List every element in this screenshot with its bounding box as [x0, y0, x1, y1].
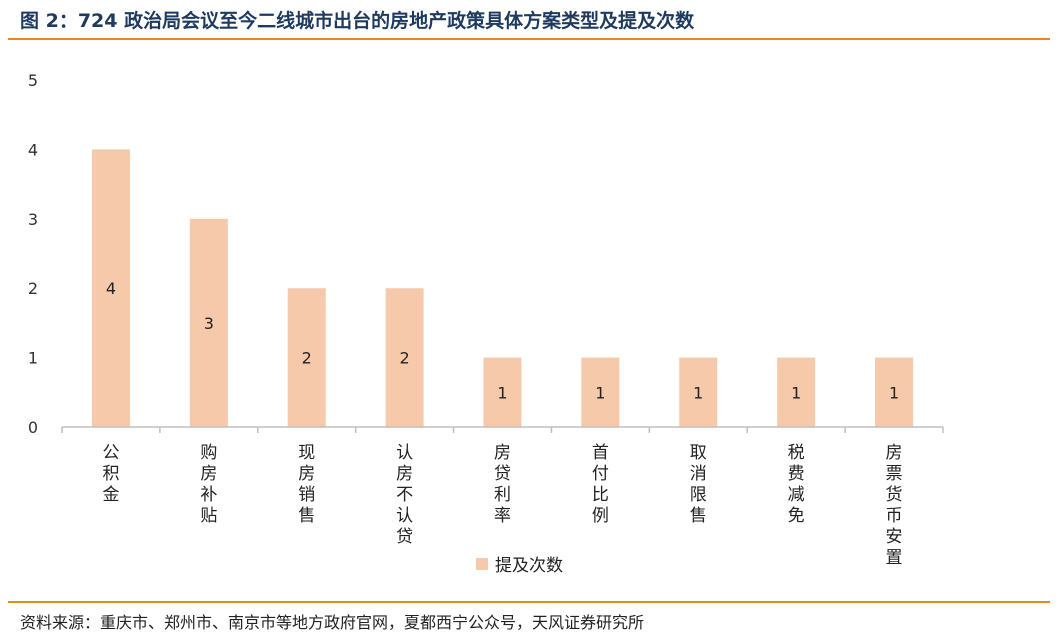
bar-data-label: 1: [595, 383, 605, 402]
bar-data-label: 2: [400, 349, 410, 368]
x-axis-category-labels: 公积金 购房补贴 现房销售 认房不认贷 房贷利率 首付比例 取消限售 税费减免 房票货币安置: [102, 443, 902, 568]
y-tick-label: 5: [28, 71, 38, 90]
bar: [581, 357, 620, 427]
bar: [777, 357, 816, 427]
x-category-label: 取消限售: [690, 443, 707, 526]
bars: [91, 149, 914, 427]
x-category-label: 公积金: [102, 443, 119, 505]
bar-data-label: 1: [497, 383, 507, 402]
y-tick-label: 4: [28, 140, 38, 159]
bottom-divider: [8, 601, 1050, 603]
bar: [287, 288, 326, 427]
y-tick-label: 2: [28, 279, 38, 298]
legend-label: 提及次数: [495, 556, 563, 576]
x-category-label: 首付比例: [592, 443, 609, 526]
bar-data-label: 1: [889, 383, 899, 402]
x-category-label: 购房补贴: [200, 443, 217, 526]
x-category-label: 房贷利率: [494, 443, 511, 526]
y-axis-ticks: 0 1 2 3 4 5: [28, 71, 38, 437]
chart-title: 图 2：724 政治局会议至今二线城市出台的房地产政策具体方案类型及提及次数: [20, 10, 695, 32]
y-tick-label: 3: [28, 210, 38, 229]
bar: [875, 357, 914, 427]
legend: 提及次数: [476, 556, 563, 576]
top-divider: [8, 38, 1050, 40]
bar: [189, 218, 228, 427]
bar-data-label: 3: [204, 314, 214, 333]
bar: [483, 357, 522, 427]
bar-data-label: 1: [693, 383, 703, 402]
x-category-label: 房票货币安置: [886, 443, 903, 568]
x-axis-tick-marks: [61, 427, 944, 433]
bar-data-label: 4: [106, 279, 116, 298]
x-category-label: 现房销售: [298, 443, 315, 526]
legend-swatch: [476, 558, 488, 570]
y-tick-label: 0: [28, 418, 38, 437]
bar: [91, 149, 130, 427]
bar: [679, 357, 718, 427]
bar: [385, 288, 424, 427]
y-tick-label: 1: [28, 349, 38, 368]
x-category-label: 认房不认贷: [396, 443, 413, 547]
x-category-label: 税费减免: [788, 443, 805, 526]
bar-chart: 0 1 2 3 4 5 4 3 2 2 1 1 1 1 1 公积金 购房补贴 现房销售 认房不认贷 房贷利率 首付比…: [28, 71, 944, 576]
bar-data-label: 2: [302, 349, 312, 368]
bar-data-label: 1: [791, 383, 801, 402]
source-note: 资料来源：重庆市、郑州市、南京市等地方政府官网，夏都西宁公众号，天风证券研究所: [20, 613, 645, 632]
data-labels: 4 3 2 2 1 1 1 1 1: [106, 279, 899, 402]
